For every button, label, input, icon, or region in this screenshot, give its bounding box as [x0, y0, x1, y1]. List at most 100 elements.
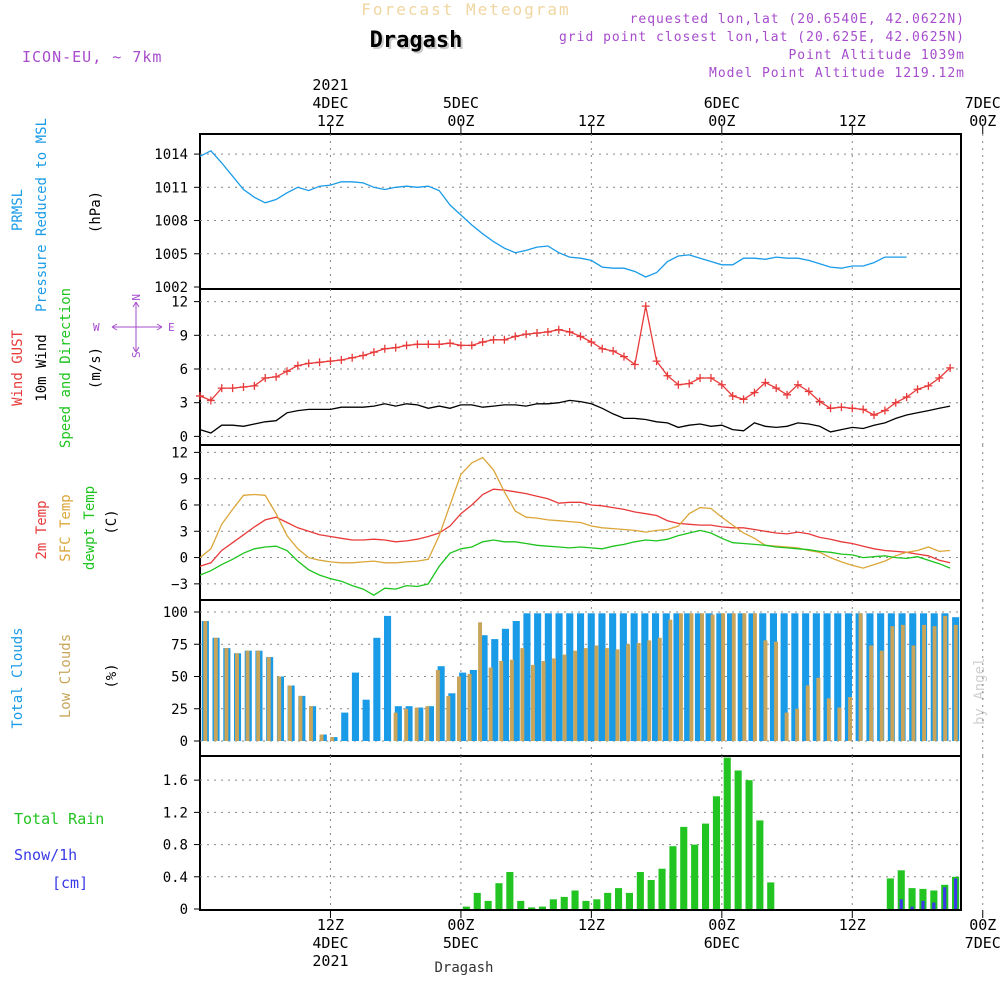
bar-low-clouds	[763, 640, 768, 741]
panel-temperature: −3 0 3 6 9 12 2m Temp SFC Temp dewpt Temp (C)	[34, 444, 984, 600]
time-axis-label: 7DEC	[965, 934, 1000, 952]
info-point-altitude: Point Altitude 1039m	[788, 48, 965, 63]
bar-total-rain	[712, 796, 720, 909]
bar-low-clouds	[890, 626, 895, 741]
gust-marker	[380, 344, 389, 353]
panel-precipitation: 0 0.4 0.8 1.2 1.6 Total Rain Snow/1h [cm]	[14, 755, 984, 918]
bar-total-clouds	[727, 613, 735, 741]
y-tick-label: 12	[171, 445, 188, 461]
gust-marker	[696, 373, 705, 382]
gust-marker	[598, 344, 607, 353]
gust-marker	[304, 359, 313, 368]
gust-marker	[217, 384, 226, 393]
y-axis-label: dewpt Temp	[82, 486, 98, 570]
gust-marker	[239, 382, 248, 391]
gust-marker	[467, 341, 476, 350]
bar-low-clouds	[932, 626, 937, 741]
bar-low-clouds	[446, 695, 451, 741]
gust-marker	[815, 397, 824, 406]
bar-low-clouds	[256, 650, 261, 741]
time-axis-label: 4DEC	[312, 94, 348, 112]
bar-total-rain	[571, 890, 579, 909]
gust-marker	[315, 358, 324, 367]
y-tick-label: 1011	[154, 180, 188, 196]
compass-south: S	[130, 351, 143, 358]
bar-total-clouds	[512, 621, 520, 741]
plot-frame	[199, 133, 962, 911]
bar-low-clouds	[309, 706, 313, 741]
gust-marker	[391, 343, 400, 352]
gust-marker	[261, 373, 270, 382]
gust-marker	[196, 391, 204, 400]
bar-total-clouds	[426, 706, 434, 741]
y-axis-label: PRMSL	[10, 189, 26, 231]
gust-marker	[902, 393, 911, 402]
bar-total-clouds	[630, 613, 638, 741]
bar-low-clouds	[784, 712, 789, 741]
bar-total-clouds	[737, 613, 745, 741]
y-tick-label: 3	[180, 524, 188, 540]
bar-low-clouds	[531, 664, 535, 741]
bar-low-clouds	[731, 613, 736, 741]
time-axis-label: 5DEC	[443, 94, 479, 112]
bar-total-clouds	[802, 613, 810, 741]
bar-total-rain	[593, 899, 601, 909]
bar-low-clouds	[425, 706, 430, 741]
bar-total-rain	[615, 888, 623, 909]
y-tick-label: 1008	[154, 214, 188, 230]
bar-low-clouds	[414, 707, 419, 741]
bar-total-clouds	[566, 613, 574, 741]
legend-snow: Snow/1h	[14, 846, 77, 864]
y-tick-label: 50	[171, 670, 188, 686]
y-tick-label: 1.2	[163, 805, 188, 821]
bar-total-clouds	[587, 613, 595, 741]
credit-label: by Angel	[972, 658, 988, 725]
gust-marker	[456, 341, 465, 350]
bar-low-clouds	[319, 734, 324, 741]
gust-marker	[359, 351, 368, 360]
bar-low-clouds	[435, 670, 440, 741]
time-axis-label: 4DEC	[312, 934, 348, 952]
legend-snow-unit: [cm]	[52, 874, 88, 892]
bar-low-clouds	[721, 613, 726, 741]
bar-total-clouds	[662, 613, 670, 741]
gust-marker	[891, 398, 900, 407]
legend-total-rain: Total Rain	[14, 810, 104, 828]
y-axis-label: (%)	[104, 663, 120, 688]
y-axis-label: Wind GUST	[10, 330, 26, 406]
y-tick-label: 75	[171, 637, 188, 653]
bar-total-clouds	[384, 615, 392, 741]
bar-low-clouds	[689, 613, 694, 741]
series-line-10m-wind	[199, 399, 951, 434]
bar-snow-1h	[932, 902, 936, 909]
panel-clouds: 0 25 50 75 100 Total Clouds Low Clouds (%)	[10, 599, 984, 756]
bar-low-clouds	[235, 653, 239, 741]
bar-snow-1h	[954, 878, 958, 909]
bar-total-rain	[658, 868, 666, 909]
y-tick-label: 1002	[154, 280, 188, 296]
gust-marker	[587, 338, 596, 347]
bar-total-clouds	[448, 693, 456, 741]
bar-total-clouds	[405, 706, 413, 741]
bar-total-clouds	[844, 613, 852, 741]
gust-marker	[728, 391, 737, 400]
gust-marker	[663, 371, 672, 380]
bar-total-clouds	[673, 613, 681, 741]
gust-marker	[533, 329, 542, 338]
series-line-wind-gust	[199, 305, 951, 416]
gust-marker	[489, 335, 498, 344]
y-tick-label: 9	[180, 328, 188, 344]
y-axis-label: (C)	[104, 509, 120, 534]
bar-total-rain	[647, 880, 655, 909]
y-tick-label: 25	[171, 702, 188, 718]
bar-total-clouds	[459, 672, 467, 741]
footer-label: Dragash	[434, 960, 493, 976]
bar-total-clouds	[598, 613, 606, 741]
bar-total-rain	[897, 870, 905, 909]
bar-total-clouds	[362, 699, 370, 741]
y-tick-label: 1.6	[163, 773, 188, 789]
y-tick-label: 12	[171, 295, 188, 311]
bar-low-clouds	[858, 613, 863, 741]
bar-total-rain	[625, 892, 633, 909]
bar-low-clouds	[404, 708, 409, 742]
